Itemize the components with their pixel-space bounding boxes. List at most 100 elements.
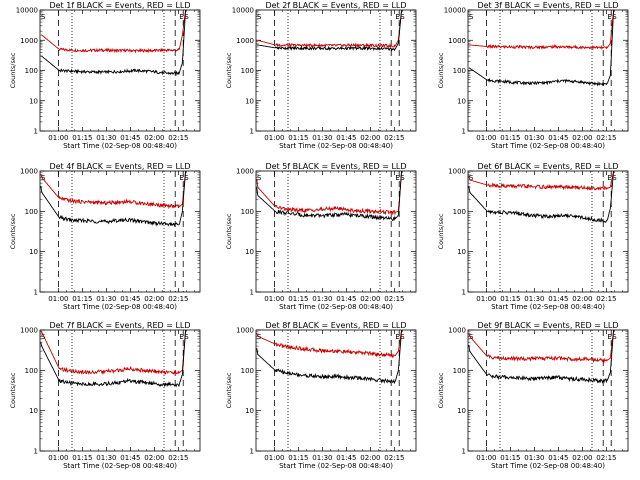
y-axis-label: Counts/sec [225,213,233,249]
lld-rate-line [40,9,187,54]
x-axis-label: Start Time (02-Sep-08 00:48:40) [491,462,605,470]
segment-marker-e: E [179,333,183,341]
chart-panel-6: Det 6f BLACK = Events, RED = LLD 1 10 100 10… [437,162,629,311]
chart-panel-8: Det 8f BLACK = Events, RED = LLD 1 10 100 10… [225,321,417,470]
segment-marker-e: E [395,174,399,182]
segment-marker-s: S [400,174,405,182]
y-tick-label: 100 [241,367,254,375]
x-tick-label: 01:30 [312,454,332,462]
y-axis-label: Counts/sec [9,372,17,408]
x-axis-label: Start Time (02-Sep-08 00:48:40) [63,303,177,311]
x-tick-label: 01:45 [120,295,140,303]
y-tick-label: 1 [250,448,254,456]
x-tick-label: 01:00 [264,295,284,303]
x-tick-label: 02:00 [572,454,592,462]
y-axis-label: Counts/sec [9,52,17,88]
plot-frame [255,170,417,293]
y-tick-label: 1000 [448,168,466,176]
lld-rate-line [468,329,615,364]
x-tick-label: 01:15 [72,454,92,462]
y-tick-label: 10 [245,407,254,415]
y-tick-label: 10 [457,407,466,415]
y-axis-label: Counts/sec [225,52,233,88]
event-rate-line [40,9,187,77]
x-tick-label: 01:15 [500,454,520,462]
segment-marker-s: S [184,13,189,21]
x-tick-label: 02:00 [144,134,164,142]
chart-title: Det 9f BLACK = Events, RED = LLD [477,321,618,330]
x-tick-label: 01:15 [72,134,92,142]
plot-frame [39,170,201,293]
chart-title: Det 8f BLACK = Events, RED = LLD [265,321,406,330]
x-tick-label: 01:15 [288,454,308,462]
segment-marker-s: S [41,333,46,341]
x-tick-label: 02:00 [144,295,164,303]
y-tick-label: 100 [25,367,38,375]
y-tick-label: 100 [241,208,254,216]
y-tick-label: 1 [34,289,38,297]
x-tick-label: 01:15 [288,295,308,303]
x-axis-label: Start Time (02-Sep-08 00:48:40) [491,142,605,150]
x-tick-label: 01:30 [312,134,332,142]
x-axis-label: Start Time (02-Sep-08 00:48:40) [63,462,177,470]
plot-frame [39,329,201,452]
y-tick-label: 1000 [20,168,38,176]
y-tick-label: 1 [34,448,38,456]
plot-frame [467,170,629,293]
y-tick-label: 10000 [232,7,254,15]
x-tick-label: 01:00 [476,454,496,462]
y-tick-label: 100 [25,67,38,75]
segment-marker-s: S [41,174,46,182]
lld-rate-line [256,170,403,216]
y-axis-label: Counts/sec [437,372,445,408]
x-tick-label: 01:30 [524,454,544,462]
x-tick-label: 02:15 [384,454,404,462]
x-tick-label: 01:00 [264,134,284,142]
x-tick-label: 02:15 [384,134,404,142]
x-tick-label: 01:45 [548,454,568,462]
y-tick-label: 10 [245,248,254,256]
y-tick-label: 1000 [236,327,254,335]
x-tick-label: 01:30 [312,295,332,303]
segment-marker-e: E [607,13,611,21]
segment-marker-s: S [184,174,189,182]
x-tick-label: 01:00 [48,295,68,303]
segment-marker-e: E [179,13,183,21]
segment-marker-s: S [41,13,46,21]
x-tick-label: 02:15 [596,295,616,303]
plot-frame [255,329,417,452]
event-rate-line [256,9,403,52]
event-rate-line [256,329,403,385]
x-tick-label: 01:45 [120,134,140,142]
lld-rate-line [256,329,403,359]
x-axis-label: Start Time (02-Sep-08 00:48:40) [491,303,605,311]
x-tick-label: 01:45 [336,454,356,462]
event-rate-line [468,170,615,224]
y-tick-label: 100 [453,208,466,216]
segment-marker-s: S [469,333,474,341]
segment-marker-s: S [469,13,474,21]
chart-panel-7: Det 7f BLACK = Events, RED = LLD 1 10 100 10… [9,321,201,470]
segment-marker-e: E [607,174,611,182]
y-tick-label: 1 [34,128,38,136]
segment-marker-s: S [612,13,617,21]
x-tick-label: 02:15 [596,454,616,462]
chart-title: Det 7f BLACK = Events, RED = LLD [49,321,190,330]
chart-panel-4: Det 4f BLACK = Events, RED = LLD 1 10 100 10… [9,162,201,311]
segment-marker-s: S [612,333,617,341]
x-tick-label: 02:00 [360,134,380,142]
chart-panel-2: Det 2f BLACK = Events, RED = LLD 1 10 100 10… [225,1,417,150]
x-tick-label: 01:45 [548,295,568,303]
x-tick-label: 02:15 [168,134,188,142]
event-rate-line [468,9,615,87]
y-tick-label: 1 [462,448,466,456]
y-tick-label: 1000 [20,37,38,45]
x-tick-label: 01:30 [524,295,544,303]
segment-marker-s: S [469,174,474,182]
y-tick-label: 1 [250,289,254,297]
lld-rate-line [256,9,403,49]
event-rate-line [40,170,187,227]
chart-panel-9: Det 9f BLACK = Events, RED = LLD 1 10 100 10… [437,321,629,470]
x-tick-label: 01:30 [96,295,116,303]
